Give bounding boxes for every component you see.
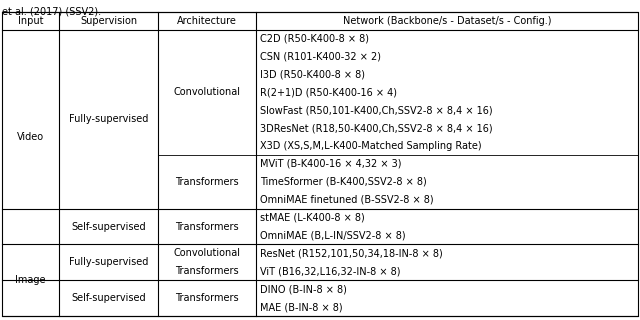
Text: X3D (XS,S,M,L-K400-Matched Sampling Rate): X3D (XS,S,M,L-K400-Matched Sampling Rate… (260, 141, 482, 151)
Text: R(2+1)D (R50-K400-16 × 4): R(2+1)D (R50-K400-16 × 4) (260, 87, 397, 98)
Text: OmniMAE finetuned (B-SSV2-8 × 8): OmniMAE finetuned (B-SSV2-8 × 8) (260, 195, 434, 205)
Text: OmniMAE (B,L-IN/SSV2-8 × 8): OmniMAE (B,L-IN/SSV2-8 × 8) (260, 230, 406, 241)
Text: Transformers: Transformers (175, 266, 239, 276)
Text: Network (Backbone/s - Dataset/s - Config.): Network (Backbone/s - Dataset/s - Config… (343, 16, 552, 26)
Text: Transformers: Transformers (175, 221, 239, 232)
Text: CSN (R101-K400-32 × 2): CSN (R101-K400-32 × 2) (260, 52, 381, 62)
Text: Self-supervised: Self-supervised (71, 293, 146, 303)
Text: MViT (B-K400-16 × 4,32 × 3): MViT (B-K400-16 × 4,32 × 3) (260, 159, 402, 169)
Text: C2D (R50-K400-8 × 8): C2D (R50-K400-8 × 8) (260, 34, 369, 44)
Text: DINO (B-IN-8 × 8): DINO (B-IN-8 × 8) (260, 284, 348, 294)
Text: ViT (B16,32,L16,32-IN-8 × 8): ViT (B16,32,L16,32-IN-8 × 8) (260, 266, 401, 276)
Text: ResNet (R152,101,50,34,18-IN-8 × 8): ResNet (R152,101,50,34,18-IN-8 × 8) (260, 248, 443, 259)
Text: Convolutional: Convolutional (173, 87, 241, 98)
Text: Fully-supervised: Fully-supervised (69, 114, 148, 124)
Text: Transformers: Transformers (175, 293, 239, 303)
Text: SlowFast (R50,101-K400,Ch,SSV2-8 × 8,4 × 16): SlowFast (R50,101-K400,Ch,SSV2-8 × 8,4 ×… (260, 105, 493, 115)
Text: Transformers: Transformers (175, 177, 239, 187)
Text: Convolutional: Convolutional (173, 248, 241, 259)
Text: et al. (2017) (SSV2).: et al. (2017) (SSV2). (2, 6, 101, 16)
Text: I3D (R50-K400-8 × 8): I3D (R50-K400-8 × 8) (260, 69, 365, 80)
Text: Image: Image (15, 275, 46, 285)
Text: MAE (B-IN-8 × 8): MAE (B-IN-8 × 8) (260, 302, 343, 312)
Text: Self-supervised: Self-supervised (71, 221, 146, 232)
Text: Video: Video (17, 132, 44, 142)
Text: Architecture: Architecture (177, 16, 237, 26)
Text: Input: Input (18, 16, 44, 26)
Text: Fully-supervised: Fully-supervised (69, 257, 148, 267)
Text: Supervision: Supervision (80, 16, 137, 26)
Text: 3DResNet (R18,50-K400,Ch,SSV2-8 × 8,4 × 16): 3DResNet (R18,50-K400,Ch,SSV2-8 × 8,4 × … (260, 123, 493, 133)
Text: TimeSformer (B-K400,SSV2-8 × 8): TimeSformer (B-K400,SSV2-8 × 8) (260, 177, 427, 187)
Text: stMAE (L-K400-8 × 8): stMAE (L-K400-8 × 8) (260, 213, 365, 223)
